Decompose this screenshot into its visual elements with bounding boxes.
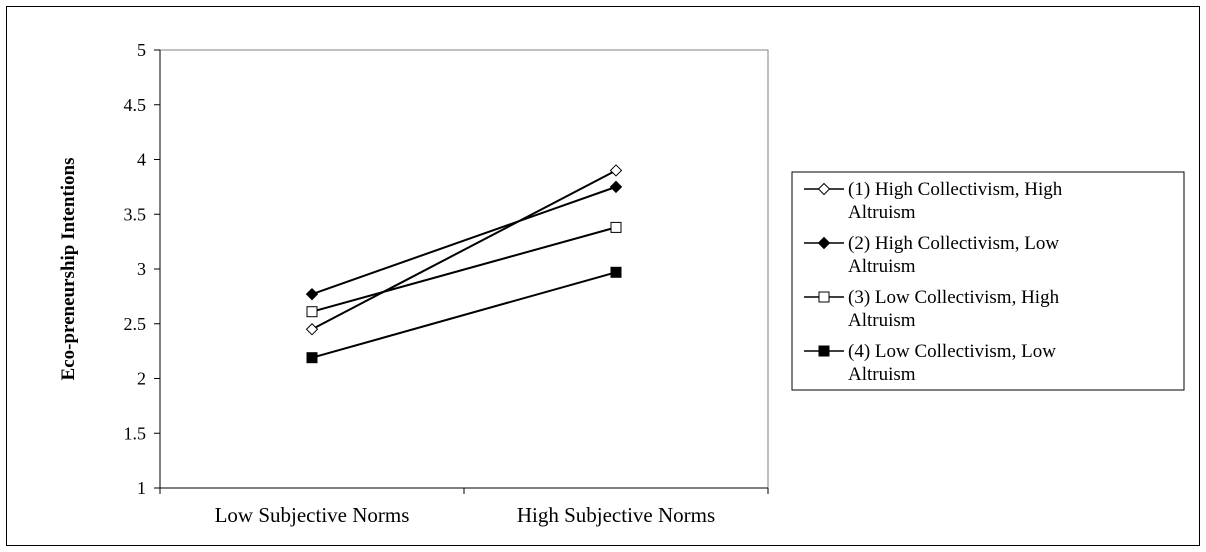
series-4-point <box>610 266 622 278</box>
y-tick-label: 1 <box>137 478 146 498</box>
legend-marker-4 <box>818 345 830 357</box>
x-tick-label: High Subjective Norms <box>517 503 715 527</box>
legend-label-4: Altruism <box>848 364 916 385</box>
legend-label-2: Altruism <box>848 256 916 277</box>
legend-marker-2 <box>817 236 831 250</box>
legend-label-3: (3) Low Collectivism, High <box>848 287 1060 308</box>
y-tick-label: 2.5 <box>124 314 147 334</box>
y-tick-label: 5 <box>137 40 146 60</box>
legend-marker-1 <box>817 182 831 196</box>
series-3-point <box>610 221 622 233</box>
series-1-point <box>609 164 623 177</box>
y-tick-label: 1.5 <box>124 423 147 443</box>
legend-label-3: Altruism <box>848 310 916 331</box>
legend-label-1: (1) High Collectivism, High <box>848 179 1063 200</box>
series-4-line <box>311 271 617 359</box>
chart-frame <box>6 6 1200 546</box>
series-3-point <box>306 306 318 318</box>
series-1-line <box>311 169 617 331</box>
y-tick-label: 3 <box>137 259 146 279</box>
legend-label-4: (4) Low Collectivism, Low <box>848 341 1056 362</box>
series-2-point <box>609 180 623 194</box>
x-tick-label: Low Subjective Norms <box>215 503 410 527</box>
series-3-line <box>311 226 617 313</box>
y-tick-label: 4 <box>137 150 146 170</box>
y-axis-title: Eco-preneurship Intentions <box>58 158 79 381</box>
series-2-point <box>305 287 319 301</box>
legend-label-2: (2) High Collectivism, Low <box>848 233 1059 254</box>
series-4-point <box>306 352 318 364</box>
series-1-point <box>305 323 319 336</box>
y-tick-label: 3.5 <box>124 204 147 224</box>
legend-label-1: Altruism <box>848 202 916 223</box>
y-tick-label: 2 <box>137 369 146 389</box>
series-2-line <box>311 185 617 296</box>
legend-box <box>791 171 1185 391</box>
legend-marker-3 <box>818 291 830 303</box>
y-tick-label: 4.5 <box>124 95 147 115</box>
